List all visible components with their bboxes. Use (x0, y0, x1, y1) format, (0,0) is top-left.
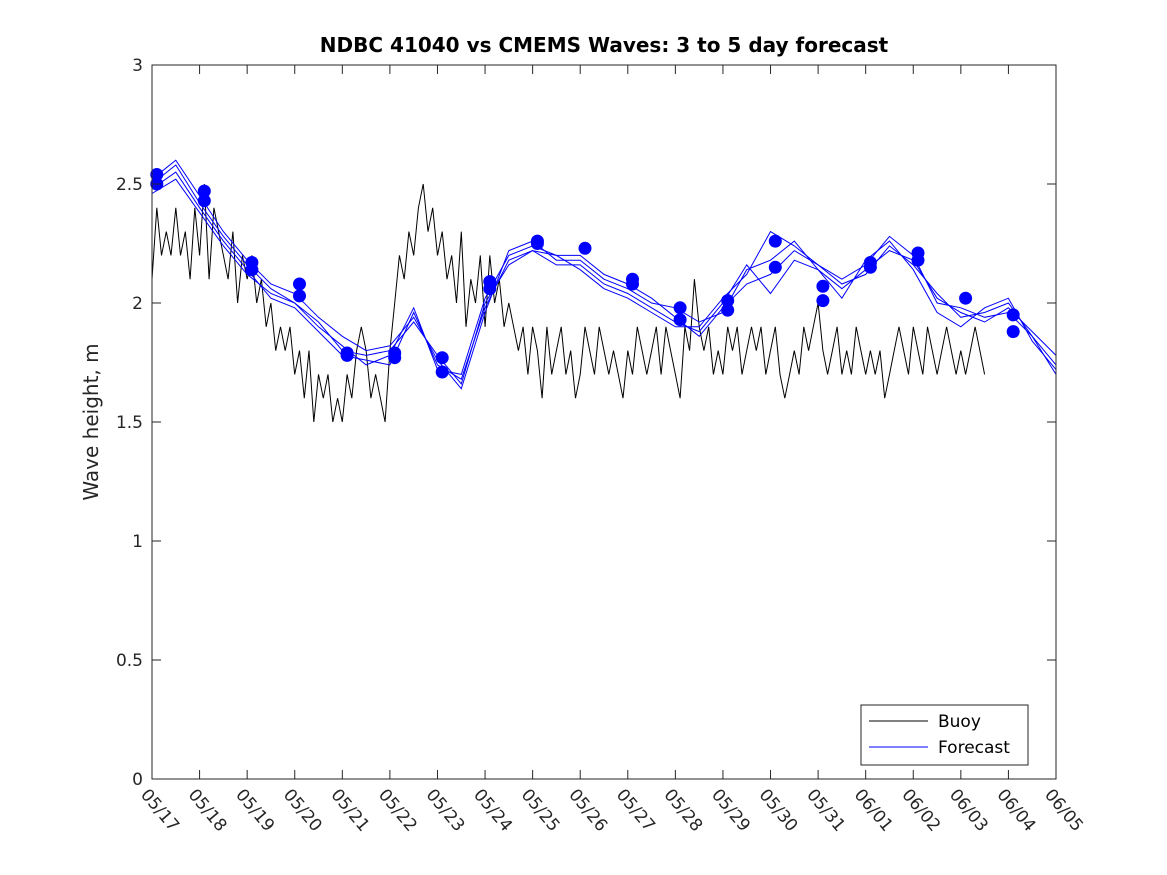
forecast-marker (530, 237, 544, 250)
forecast-marker (435, 351, 449, 365)
forecast-marker (768, 260, 782, 274)
forecast-marker (340, 348, 354, 362)
forecast-marker (863, 260, 877, 274)
forecast-marker (483, 282, 497, 296)
forecast-marker (816, 294, 830, 308)
forecast-line-3 (151, 171, 1057, 380)
forecast-marker (816, 279, 830, 293)
y-tick-label: 0 (132, 770, 143, 790)
forecast-marker (959, 291, 973, 305)
forecast-marker (1006, 308, 1020, 322)
forecast-marker (578, 241, 592, 255)
y-tick-label: 1 (132, 532, 143, 552)
forecast-marker (1006, 325, 1020, 339)
forecast-marker (197, 184, 211, 198)
forecast-line-4 (151, 178, 1057, 385)
legend-forecast-label: Forecast (938, 738, 1010, 758)
forecast-marker (721, 294, 735, 308)
forecast-marker (150, 168, 164, 181)
forecast-marker (911, 253, 925, 267)
forecast-marker (293, 277, 306, 291)
forecast-marker (626, 277, 639, 291)
plot-area (150, 159, 1057, 423)
y-tick-label: 2.5 (116, 175, 143, 195)
chart-title: NDBC 41040 vs CMEMS Waves: 3 to 5 day fo… (320, 33, 889, 57)
y-tick-label: 1.5 (116, 413, 143, 433)
forecast-marker (673, 313, 687, 327)
legend-buoy-label: Buoy (938, 712, 981, 732)
forecast-marker (721, 303, 735, 317)
forecast-marker (245, 263, 259, 277)
forecast-marker (197, 194, 211, 208)
forecast-line-1 (151, 164, 1057, 375)
y-tick-label: 0.5 (116, 651, 143, 671)
buoy-line (151, 183, 986, 423)
forecast-marker (388, 351, 402, 365)
forecast-marker (768, 234, 782, 248)
forecast-marker (293, 289, 306, 303)
legend-box (860, 704, 1029, 766)
y-tick-label: 3 (132, 56, 143, 76)
forecast-marker (435, 365, 449, 379)
y-tick-label: 2 (132, 294, 143, 314)
forecast-marker (673, 301, 687, 315)
legend: Buoy Forecast (860, 704, 1029, 766)
y-axis-label: Wave height, m (79, 343, 103, 500)
